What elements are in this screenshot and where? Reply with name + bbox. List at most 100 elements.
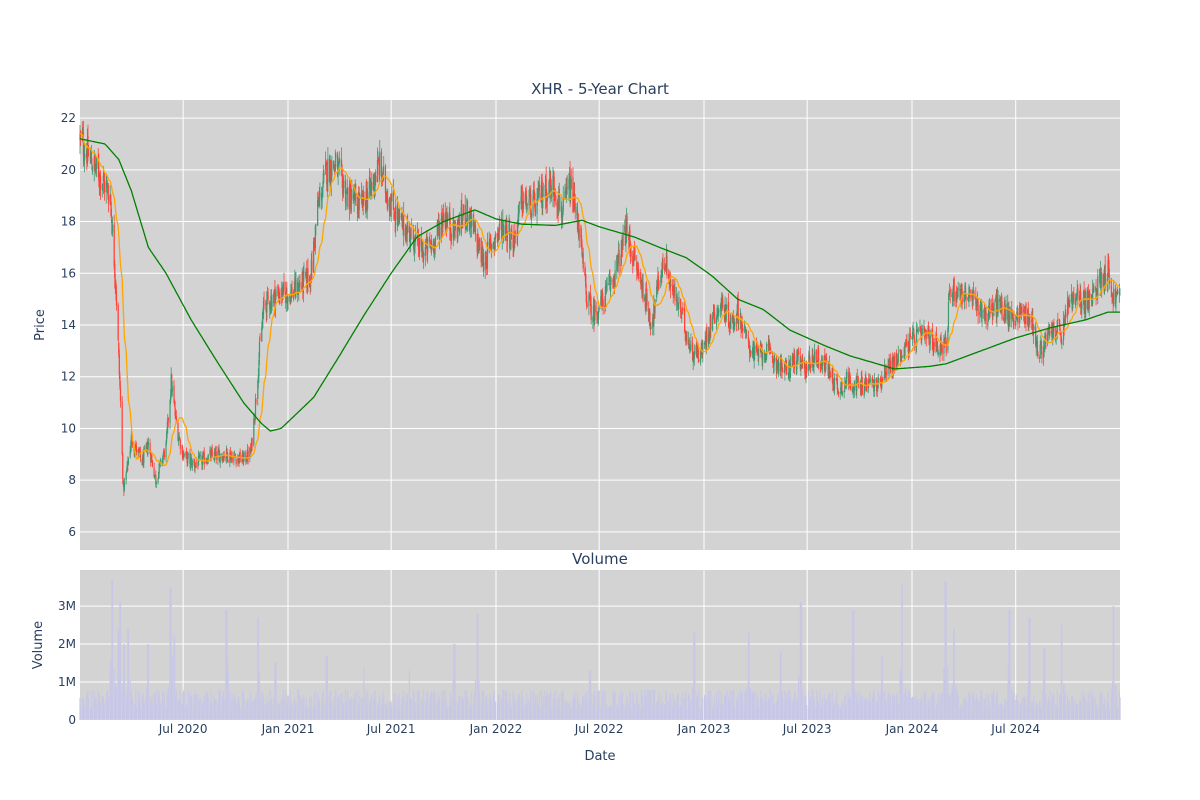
volume-bar (223, 699, 225, 720)
volume-bar (1005, 700, 1007, 720)
candle-body (286, 288, 288, 296)
candle-body (490, 244, 493, 251)
candle-body (269, 302, 271, 310)
volume-bar (179, 697, 181, 720)
candle-body (461, 203, 463, 221)
candle-body (226, 448, 228, 454)
candle-body (390, 201, 392, 218)
candle-body (266, 291, 268, 313)
volume-bar (848, 697, 850, 720)
volume-bar (582, 696, 584, 720)
candle-body (811, 354, 813, 368)
candle-body (412, 225, 414, 240)
candle-body (578, 228, 580, 241)
candle-body (91, 170, 94, 172)
candle-body (612, 281, 614, 282)
candle-body (945, 337, 947, 339)
candle-body (330, 176, 332, 185)
x-tick-label: Jan 2022 (469, 722, 523, 736)
candle-body (968, 287, 970, 299)
candle-body (541, 178, 543, 206)
candle-body (1043, 347, 1045, 358)
candle-body (877, 383, 879, 388)
price-y-tick-label: 20 (61, 163, 76, 177)
candle-body (293, 291, 295, 300)
candle-body (363, 191, 365, 203)
volume-bar (650, 690, 652, 720)
candle-body (892, 357, 894, 376)
candle-body (629, 230, 631, 251)
price-y-tick-label: 22 (61, 111, 76, 125)
candle-body (645, 288, 647, 311)
volume-bar (231, 694, 233, 720)
candle-body (763, 351, 766, 356)
candle-body (837, 389, 839, 391)
volume-bar (819, 689, 821, 720)
candle-body (787, 376, 789, 378)
candle-body (370, 185, 372, 192)
candle-body (584, 268, 586, 276)
candle-body (510, 228, 512, 239)
volume-bar (119, 602, 122, 720)
candle-body (714, 318, 716, 324)
candle-body (562, 211, 564, 217)
volume-bar (614, 690, 616, 720)
volume-bar (91, 706, 94, 720)
candle-body (474, 224, 477, 235)
price-y-ticks: 6 8 10 12 14 16 18 20 22 (61, 111, 76, 539)
candle-body (841, 380, 843, 393)
candle-body (454, 224, 456, 239)
candle-body (813, 351, 816, 361)
volume-title: Volume (572, 550, 628, 568)
volume-bar (606, 705, 608, 720)
candle-body (409, 238, 412, 246)
candle-body (730, 317, 732, 329)
candle-body (797, 351, 800, 355)
candle-body (218, 449, 220, 453)
candle-body (992, 310, 994, 316)
volume-bar (762, 697, 764, 720)
volume-bar (227, 673, 229, 720)
volume-bar (821, 698, 824, 720)
volume-bar (486, 704, 489, 720)
candle-body (269, 306, 271, 309)
candle-body (1111, 292, 1113, 295)
candle-body (832, 368, 834, 385)
volume-bar (534, 694, 536, 720)
volume-bar (1069, 703, 1071, 720)
candle-body (1060, 336, 1062, 344)
candle-body (561, 215, 563, 219)
candle-body (187, 453, 189, 455)
volume-bar (258, 671, 261, 720)
candle-body (614, 270, 616, 287)
candle-body (940, 336, 942, 352)
volume-bar (1041, 691, 1043, 720)
volume-bar (103, 708, 106, 720)
candle-body (1047, 332, 1049, 344)
candle-body (340, 159, 343, 167)
candle-body (737, 298, 739, 323)
candle-body (947, 328, 949, 351)
volume-bar (79, 706, 82, 720)
candle-body (251, 438, 253, 447)
candle-body (916, 331, 918, 333)
candle-body (839, 392, 841, 394)
candle-body (1025, 303, 1027, 325)
volume-bar (869, 700, 871, 720)
candle-body (462, 215, 464, 221)
candle-body (1117, 290, 1119, 293)
volume-bar (913, 698, 915, 720)
candle-body (976, 300, 979, 302)
candle-body (159, 459, 161, 463)
candle-body (325, 162, 327, 170)
candle-body (103, 173, 105, 181)
candle-body (233, 455, 235, 462)
candle-body (660, 280, 662, 282)
candle-body (688, 337, 690, 347)
candle-body (872, 380, 874, 382)
candle-body (746, 334, 748, 336)
candle-body (477, 239, 479, 252)
volume-bar (1065, 704, 1067, 720)
candle-body (91, 166, 93, 171)
candle-body (1033, 326, 1035, 330)
